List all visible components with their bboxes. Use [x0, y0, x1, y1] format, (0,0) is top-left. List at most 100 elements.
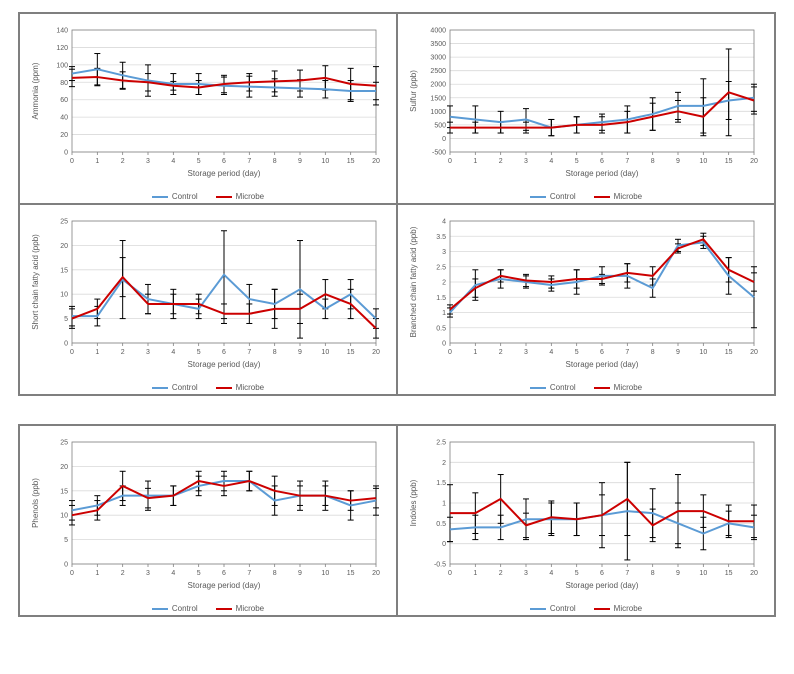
svg-text:1: 1 [442, 310, 446, 317]
svg-text:6: 6 [222, 570, 226, 577]
legend-swatch-control [152, 196, 168, 198]
chart-cell-sulfur: -500050010001500200025003000350040000123… [397, 13, 775, 204]
legend-label-microbe: Microbe [614, 383, 642, 392]
chart-legend: Control Microbe [404, 383, 768, 392]
svg-text:2: 2 [121, 158, 125, 165]
svg-text:2: 2 [499, 570, 503, 577]
svg-text:8: 8 [651, 158, 655, 165]
svg-text:8: 8 [273, 349, 277, 356]
legend-item-control: Control [530, 604, 576, 613]
chart-cell-scfa: 05101520250123456789101520Storage period… [19, 204, 397, 395]
svg-text:20: 20 [372, 158, 380, 165]
svg-text:7: 7 [625, 158, 629, 165]
legend-swatch-control [530, 608, 546, 610]
svg-text:6: 6 [222, 349, 226, 356]
legend-label-microbe: Microbe [614, 604, 642, 613]
legend-item-control: Control [530, 383, 576, 392]
svg-text:120: 120 [56, 45, 68, 52]
legend-item-microbe: Microbe [216, 192, 264, 201]
legend-swatch-microbe [594, 608, 610, 610]
svg-text:40: 40 [60, 115, 68, 122]
svg-text:8: 8 [651, 570, 655, 577]
legend-item-microbe: Microbe [594, 192, 642, 201]
sulfur-chart: -500050010001500200025003000350040000123… [404, 20, 764, 190]
svg-text:0: 0 [442, 136, 446, 143]
svg-text:Ammonia (ppm): Ammonia (ppm) [31, 62, 40, 119]
svg-text:15: 15 [60, 267, 68, 274]
legend-label-microbe: Microbe [236, 192, 264, 201]
svg-text:500: 500 [434, 122, 446, 129]
legend-label-control: Control [550, 604, 576, 613]
legend-label-microbe: Microbe [236, 383, 264, 392]
svg-text:15: 15 [347, 158, 355, 165]
legend-item-control: Control [530, 192, 576, 201]
svg-text:3.5: 3.5 [436, 234, 446, 241]
svg-text:Storage period (day): Storage period (day) [566, 360, 639, 369]
svg-text:3: 3 [442, 249, 446, 256]
svg-text:3: 3 [146, 570, 150, 577]
svg-text:0: 0 [64, 562, 68, 569]
svg-text:9: 9 [298, 158, 302, 165]
svg-text:Phenols (ppb): Phenols (ppb) [31, 478, 40, 528]
svg-text:6: 6 [600, 158, 604, 165]
svg-text:0: 0 [442, 541, 446, 548]
svg-text:4: 4 [442, 219, 446, 226]
legend-label-control: Control [172, 192, 198, 201]
svg-text:1: 1 [95, 349, 99, 356]
svg-text:1: 1 [442, 501, 446, 508]
chart-legend: ControlMicrobe [26, 604, 390, 613]
chart-box-ammonia: 0204060801001201400123456789101520Storag… [26, 20, 390, 201]
svg-text:1000: 1000 [430, 109, 446, 116]
legend-swatch-microbe [594, 196, 610, 198]
svg-text:-500: -500 [432, 150, 446, 157]
svg-text:1.5: 1.5 [436, 295, 446, 302]
svg-text:0: 0 [448, 349, 452, 356]
svg-text:15: 15 [725, 570, 733, 577]
legend-label-microbe: Microbe [236, 604, 264, 613]
chart-legend: Control Microbe [404, 192, 768, 201]
svg-text:9: 9 [676, 158, 680, 165]
svg-text:1: 1 [95, 570, 99, 577]
chart-cell-bcfa: 00.511.522.533.540123456789101520Storage… [397, 204, 775, 395]
svg-text:80: 80 [60, 80, 68, 87]
charts-grid: 0204060801001201400123456789101520Storag… [0, 0, 794, 633]
svg-text:7: 7 [247, 349, 251, 356]
svg-text:20: 20 [372, 570, 380, 577]
legend-swatch-control [530, 387, 546, 389]
chart-group: 0204060801001201400123456789101520Storag… [18, 12, 776, 396]
chart-legend: Control Microbe [404, 604, 768, 613]
svg-text:4: 4 [549, 349, 553, 356]
svg-text:3: 3 [524, 570, 528, 577]
svg-text:15: 15 [347, 570, 355, 577]
svg-text:0: 0 [70, 158, 74, 165]
svg-text:Branched chain fatty acid (ppb: Branched chain fatty acid (ppb) [409, 226, 418, 337]
svg-text:10: 10 [60, 513, 68, 520]
svg-text:0: 0 [442, 341, 446, 348]
svg-text:3500: 3500 [430, 41, 446, 48]
svg-text:4: 4 [171, 349, 175, 356]
chart-group: 05101520250123456789101520Storage period… [18, 424, 776, 617]
legend-item-microbe: Microbe [594, 604, 642, 613]
svg-text:6: 6 [600, 349, 604, 356]
chart-cell-indoles: -0.500.511.522.50123456789101520Storage … [397, 425, 775, 616]
ammonia-chart: 0204060801001201400123456789101520Storag… [26, 20, 386, 190]
chart-legend: Control Microbe [26, 383, 390, 392]
chart-box-scfa: 05101520250123456789101520Storage period… [26, 211, 390, 392]
svg-text:2.5: 2.5 [436, 264, 446, 271]
legend-label-control: Control [172, 383, 198, 392]
svg-text:8: 8 [273, 570, 277, 577]
svg-text:3: 3 [524, 158, 528, 165]
chart-cell-ammonia: 0204060801001201400123456789101520Storag… [19, 13, 397, 204]
svg-text:0: 0 [448, 570, 452, 577]
chart-box-phenols: 05101520250123456789101520Storage period… [26, 432, 390, 613]
svg-text:140: 140 [56, 28, 68, 35]
svg-text:2000: 2000 [430, 82, 446, 89]
svg-text:15: 15 [60, 488, 68, 495]
svg-text:Sulfur (ppb): Sulfur (ppb) [409, 70, 418, 112]
legend-swatch-microbe [216, 608, 232, 610]
svg-text:10: 10 [699, 158, 707, 165]
svg-text:10: 10 [60, 292, 68, 299]
svg-text:Storage period (day): Storage period (day) [566, 581, 639, 590]
svg-text:0: 0 [64, 150, 68, 157]
svg-text:10: 10 [699, 349, 707, 356]
